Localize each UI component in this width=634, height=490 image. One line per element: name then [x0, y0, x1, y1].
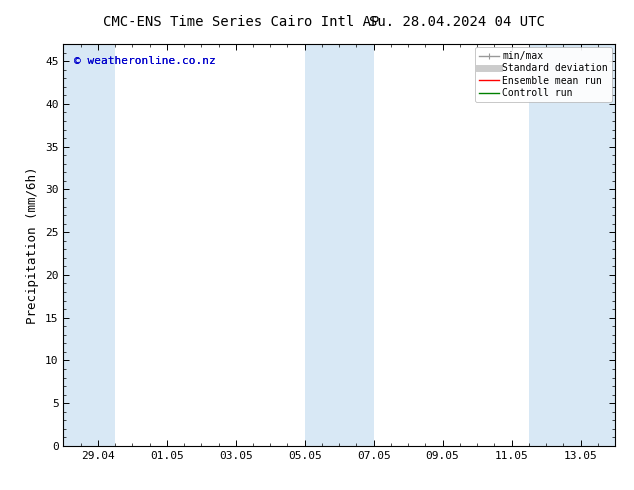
Bar [529, 44, 615, 446]
Bar [305, 44, 373, 446]
Text: © weatheronline.co.nz: © weatheronline.co.nz [74, 56, 216, 66]
Text: CMC-ENS Time Series Cairo Intl AP: CMC-ENS Time Series Cairo Intl AP [103, 15, 379, 29]
Text: Su. 28.04.2024 04 UTC: Su. 28.04.2024 04 UTC [368, 15, 545, 29]
Y-axis label: Precipitation (mm/6h): Precipitation (mm/6h) [27, 166, 39, 324]
Text: © weatheronline.co.nz: © weatheronline.co.nz [74, 56, 216, 66]
Bar [63, 44, 115, 446]
Legend: min/max, Standard deviation, Ensemble mean run, Controll run: min/max, Standard deviation, Ensemble me… [476, 47, 612, 102]
